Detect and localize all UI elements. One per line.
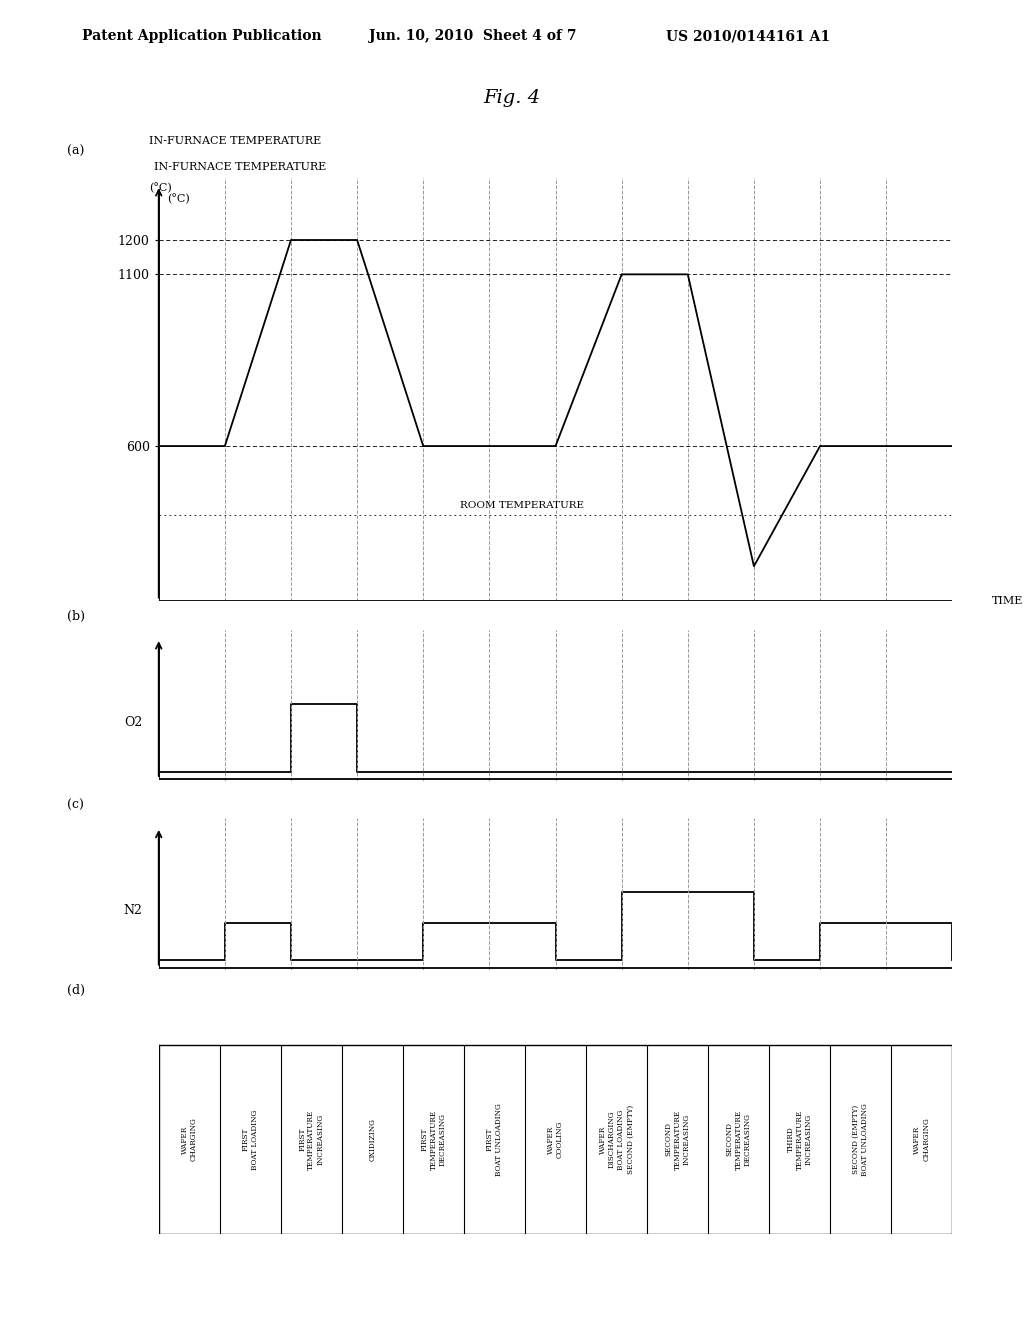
Text: OXIDIZING: OXIDIZING <box>369 1118 377 1162</box>
Text: (°C): (°C) <box>148 183 172 194</box>
Text: TIME: TIME <box>992 595 1023 606</box>
Text: (c): (c) <box>67 799 83 812</box>
Text: THIRD
TEMPERATURE
INCREASING: THIRD TEMPERATURE INCREASING <box>786 1109 813 1170</box>
Text: WAFER
CHARGING: WAFER CHARGING <box>180 1118 198 1162</box>
Text: FIRST
TEMPERATURE
DECREASING: FIRST TEMPERATURE DECREASING <box>420 1109 446 1170</box>
Text: O2: O2 <box>124 715 142 729</box>
Text: Jun. 10, 2010  Sheet 4 of 7: Jun. 10, 2010 Sheet 4 of 7 <box>369 29 577 44</box>
Text: FIRST
TEMPERATURE
INCREASING: FIRST TEMPERATURE INCREASING <box>298 1109 325 1170</box>
Text: SECOND (EMPTY)
BOAT UNLOADING: SECOND (EMPTY) BOAT UNLOADING <box>852 1104 869 1176</box>
Text: IN-FURNACE TEMPERATURE: IN-FURNACE TEMPERATURE <box>148 136 322 147</box>
Text: (a): (a) <box>67 145 84 158</box>
Text: SECOND
TEMPERATURE
INCREASING: SECOND TEMPERATURE INCREASING <box>665 1109 691 1170</box>
Text: (b): (b) <box>67 610 85 623</box>
Text: WAFER
CHARGING: WAFER CHARGING <box>913 1118 931 1162</box>
Text: WAFER
COOLING: WAFER COOLING <box>547 1121 564 1158</box>
Text: (d): (d) <box>67 983 85 997</box>
Text: Fig. 4: Fig. 4 <box>483 88 541 107</box>
Text: ROOM TEMPERATURE: ROOM TEMPERATURE <box>461 500 585 510</box>
Text: WAFER
DISCHARGING
BOAT LOADING
SECOND (EMPTY): WAFER DISCHARGING BOAT LOADING SECOND (E… <box>599 1105 634 1173</box>
Text: IN-FURNACE TEMPERATURE: IN-FURNACE TEMPERATURE <box>154 161 326 172</box>
Text: FIRST
BOAT LOADING: FIRST BOAT LOADING <box>242 1109 259 1170</box>
Text: Patent Application Publication: Patent Application Publication <box>82 29 322 44</box>
Text: FIRST
BOAT UNLOADING: FIRST BOAT UNLOADING <box>485 1104 503 1176</box>
Text: (°C): (°C) <box>167 194 189 205</box>
Text: US 2010/0144161 A1: US 2010/0144161 A1 <box>666 29 829 44</box>
Text: SECOND
TEMPERATURE
DECREASING: SECOND TEMPERATURE DECREASING <box>725 1109 752 1170</box>
Text: N2: N2 <box>123 904 142 917</box>
